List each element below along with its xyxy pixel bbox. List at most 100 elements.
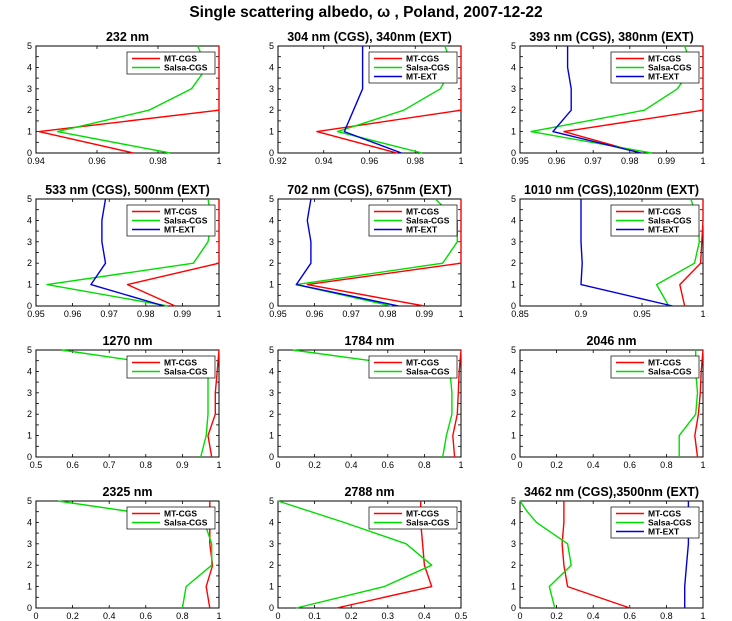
legend-label: MT-CGS xyxy=(406,358,439,368)
y-tick-label: 2 xyxy=(511,258,516,268)
x-tick-label: 1 xyxy=(700,611,705,621)
x-tick-label: 0.8 xyxy=(176,611,189,621)
legend-label: Salsa-CGS xyxy=(406,216,450,226)
series-line-mt-cgs xyxy=(694,349,704,458)
subplot-5: 702 nm (CGS), 675nm (EXT) 0.95 0.96 0.97 0.9… xyxy=(269,183,464,319)
y-tick-label: 2 xyxy=(511,560,516,570)
y-tick-label: 5 xyxy=(269,345,274,355)
x-tick-label: 0.2 xyxy=(345,611,358,621)
x-tick-label: 0.94 xyxy=(27,156,45,166)
x-tick-label: 0.4 xyxy=(587,611,600,621)
x-tick-label: 1 xyxy=(458,309,463,319)
subplot-title: 533 nm (CGS), 500nm (EXT) xyxy=(45,183,210,197)
x-tick-label: 0.6 xyxy=(140,611,153,621)
legend-label: Salsa-CGS xyxy=(406,63,450,73)
y-tick-label: 4 xyxy=(27,215,32,225)
x-tick-label: 1 xyxy=(700,460,705,470)
legend-label: MT-EXT xyxy=(164,225,196,235)
y-tick-label: 3 xyxy=(27,539,32,549)
legend-label: Salsa-CGS xyxy=(406,518,450,528)
x-tick-label: 0.98 xyxy=(379,309,397,319)
x-tick-label: 0.7 xyxy=(103,460,116,470)
y-tick-label: 0 xyxy=(269,301,274,311)
x-tick-label: 1 xyxy=(216,309,221,319)
y-tick-label: 1 xyxy=(269,431,274,441)
series-line-mt-cgs xyxy=(679,199,704,307)
x-tick-label: 0.8 xyxy=(660,460,673,470)
y-tick-label: 1 xyxy=(511,431,516,441)
x-tick-label: 0.3 xyxy=(382,611,395,621)
y-tick-label: 3 xyxy=(511,237,516,247)
y-tick-label: 5 xyxy=(269,41,274,51)
y-tick-label: 0 xyxy=(27,301,32,311)
series-line-mt-cgs xyxy=(316,46,462,154)
series-line-mt-ext xyxy=(580,199,673,307)
x-tick-label: 0.4 xyxy=(418,611,431,621)
y-tick-label: 0 xyxy=(511,603,516,613)
series-line-mt-cgs xyxy=(126,199,220,307)
x-tick-label: 0.6 xyxy=(624,611,637,621)
x-tick-label: 0.2 xyxy=(550,460,563,470)
series-line-mt-ext xyxy=(343,46,402,154)
x-tick-label: 0.8 xyxy=(418,460,431,470)
subplot-4: 533 nm (CGS), 500nm (EXT) 0.95 0.96 0.97 0.9… xyxy=(27,183,222,319)
y-tick-label: 2 xyxy=(27,560,32,570)
y-tick-label: 0 xyxy=(511,452,516,462)
legend-label: Salsa-CGS xyxy=(648,367,692,377)
y-tick-label: 1 xyxy=(269,582,274,592)
x-tick-label: 0.99 xyxy=(174,309,192,319)
y-tick-label: 1 xyxy=(511,127,516,137)
series-line-mt-cgs xyxy=(306,199,462,307)
x-tick-label: 0.98 xyxy=(406,156,424,166)
subplot-title: 2325 nm xyxy=(102,485,152,499)
y-tick-label: 3 xyxy=(511,539,516,549)
legend-label: Salsa-CGS xyxy=(164,63,208,73)
subplot-9: 2046 nm 0 0.2 0.4 0.6 0.8 1 0 1 2 3 4 5 MT-CGSSalsa-C… xyxy=(511,334,706,470)
y-tick-label: 4 xyxy=(269,62,274,72)
legend-label: Salsa-CGS xyxy=(648,518,692,528)
x-tick-label: 0 xyxy=(517,611,522,621)
y-tick-label: 3 xyxy=(511,388,516,398)
y-tick-label: 4 xyxy=(269,517,274,527)
x-tick-label: 0.98 xyxy=(149,156,167,166)
y-tick-label: 2 xyxy=(27,258,32,268)
y-tick-label: 5 xyxy=(269,194,274,204)
y-tick-label: 4 xyxy=(511,517,516,527)
subplot-7: 1270 nm 0.5 0.6 0.7 0.8 0.9 1 0 1 2 3 4 5 MT-CGSSalsa… xyxy=(27,334,222,470)
series-line-mt-cgs xyxy=(207,349,220,458)
subplot-8: 1784 nm 0 0.2 0.4 0.6 0.8 1 0 1 2 3 4 5 MT-CGSSalsa-C… xyxy=(269,334,464,470)
y-tick-label: 0 xyxy=(269,148,274,158)
legend-label: MT-EXT xyxy=(648,225,680,235)
legend-label: MT-EXT xyxy=(648,72,680,82)
y-tick-label: 3 xyxy=(27,388,32,398)
y-tick-label: 2 xyxy=(27,409,32,419)
legend-label: MT-CGS xyxy=(648,358,681,368)
legend-label: MT-CGS xyxy=(648,207,681,217)
x-tick-label: 0.98 xyxy=(137,309,155,319)
x-tick-label: 0 xyxy=(517,460,522,470)
y-tick-label: 1 xyxy=(27,582,32,592)
series-line-salsa-cgs xyxy=(519,500,572,609)
y-tick-label: 0 xyxy=(269,452,274,462)
y-tick-label: 4 xyxy=(269,366,274,376)
y-tick-label: 2 xyxy=(27,105,32,115)
y-tick-label: 5 xyxy=(511,41,516,51)
y-tick-label: 5 xyxy=(27,496,32,506)
subplot-title: 304 nm (CGS), 340nm (EXT) xyxy=(287,30,452,44)
x-tick-label: 0.9 xyxy=(176,460,189,470)
legend-label: MT-EXT xyxy=(406,72,438,82)
x-tick-label: 0.2 xyxy=(66,611,79,621)
x-tick-label: 0.85 xyxy=(511,309,529,319)
x-tick-label: 1 xyxy=(458,156,463,166)
y-tick-label: 1 xyxy=(269,127,274,137)
legend-label: Salsa-CGS xyxy=(648,63,692,73)
legend-box xyxy=(126,355,216,379)
legend-box xyxy=(126,51,216,75)
y-tick-label: 1 xyxy=(269,280,274,290)
